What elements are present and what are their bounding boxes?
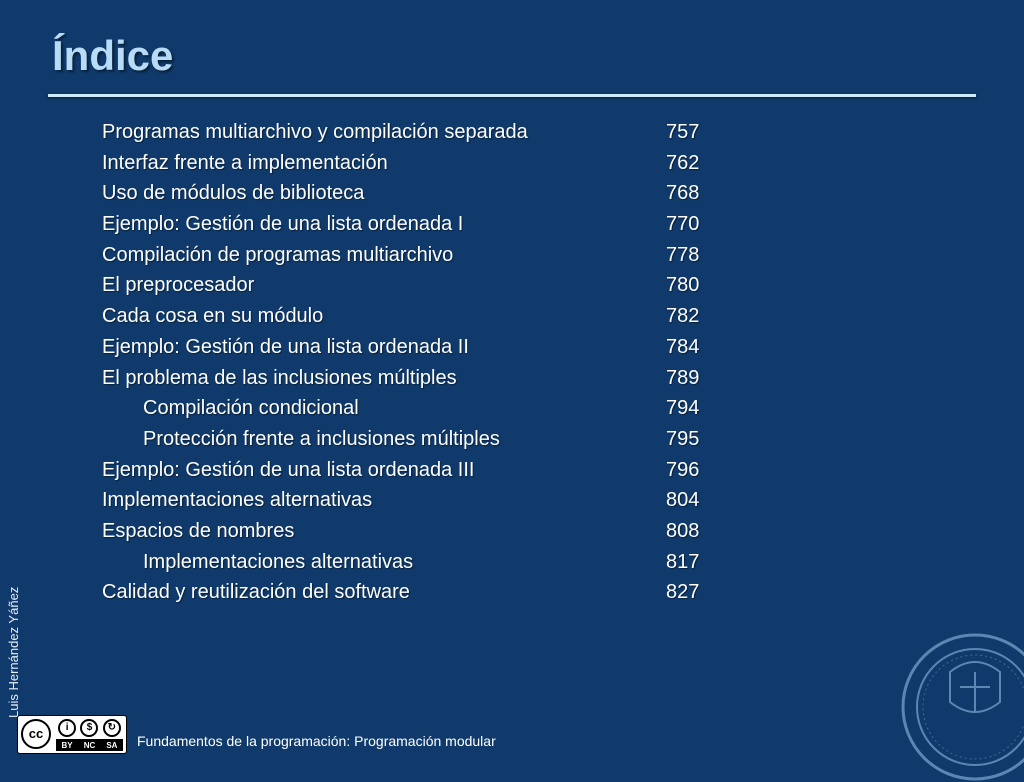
toc-entry-title: Interfaz frente a implementación [102,151,388,174]
slide-footer: Fundamentos de la programación: Programa… [137,733,496,749]
cc-label-by: BY [61,740,73,750]
toc-entry: Calidad y reutilización del software 827 [102,577,712,608]
cc-label-nc: NC [83,740,96,750]
toc-entry-page: 768 [666,182,700,205]
toc-entry-page: 770 [666,213,700,236]
toc-entry-page: 784 [666,335,700,358]
toc-entry-page: 808 [666,519,700,542]
toc-entry: Implementaciones alternativas 804 [102,485,712,516]
toc-subentry: Protección frente a inclusiones múltiple… [102,424,712,455]
cc-icons: i $ ↻ [56,718,123,738]
attribution-icon: i [58,719,77,737]
toc-subentry: Implementaciones alternativas 817 [102,547,712,578]
toc-entry: Ejemplo: Gestión de una lista ordenada I… [102,209,712,240]
toc-entry-title: Ejemplo: Gestión de una lista ordenada I [102,213,464,236]
cc-license-labels: BY NC SA [56,739,123,751]
toc-entry-page: 796 [666,458,700,481]
author-credit: Luis Hernández Yáñez [6,586,21,718]
toc-entry: Ejemplo: Gestión de una lista ordenada I… [102,332,712,363]
toc-entry: El preprocesador 780 [102,270,712,301]
cc-license-badge[interactable]: cc i $ ↻ BY NC SA [17,715,127,754]
toc-entry-title: Espacios de nombres [102,519,295,542]
toc-entry-page: 794 [666,397,700,420]
toc-entry-page: 804 [666,489,700,512]
toc-entry-title: Cada cosa en su módulo [102,305,324,328]
toc-entry-page: 782 [666,305,700,328]
toc-entry-title: Compilación de programas multiarchivo [102,243,454,266]
university-seal-icon [901,633,1024,781]
sharealike-icon: ↻ [102,719,121,737]
toc-entry-title: Calidad y reutilización del software [102,581,410,604]
slide-title: Índice [52,32,174,79]
toc-entry: Ejemplo: Gestión de una lista ordenada I… [102,455,712,486]
toc-entry-title: Implementaciones alternativas [143,550,414,573]
toc-entry: Interfaz frente a implementación 762 [102,148,712,179]
toc-entry-page: 757 [666,121,700,143]
toc-entry-title: Compilación condicional [143,397,359,420]
toc-entry-title: Implementaciones alternativas [102,489,373,512]
toc-entry: Cada cosa en su módulo 782 [102,301,712,332]
toc-entry: Compilación de programas multiarchivo 778 [102,240,712,271]
toc-entry-title: Uso de módulos de biblioteca [102,182,365,205]
toc-entry-title: Ejemplo: Gestión de una lista ordenada I… [102,335,469,358]
toc-entry-title: Programas multiarchivo y compilación sep… [102,121,528,143]
toc-entry: El problema de las inclusiones múltiples… [102,363,712,394]
cc-label-sa: SA [106,740,118,750]
toc-entry-page: 762 [666,151,700,174]
toc-entry-page: 817 [666,550,700,573]
toc-entry: Espacios de nombres 808 [102,516,712,547]
table-of-contents: Programas multiarchivo y compilación sep… [102,117,712,608]
toc-subentry: Compilación condicional 794 [102,393,712,424]
toc-entry-title: El preprocesador [102,274,255,297]
toc-entry-page: 778 [666,243,700,266]
toc-entry-page: 827 [666,581,700,604]
toc-entry: Programas multiarchivo y compilación sep… [102,117,712,148]
toc-entry-title: Protección frente a inclusiones múltiple… [143,427,500,450]
cc-logo-icon: cc [21,719,51,749]
toc-entry: Uso de módulos de biblioteca 768 [102,178,712,209]
title-divider [48,94,976,97]
toc-entry-page: 789 [666,366,700,389]
toc-entry-page: 780 [666,274,700,297]
toc-entry-title: Ejemplo: Gestión de una lista ordenada I… [102,458,475,481]
noncommercial-icon: $ [80,719,99,737]
toc-entry-page: 795 [666,427,700,450]
toc-entry-title: El problema de las inclusiones múltiples [102,366,457,389]
